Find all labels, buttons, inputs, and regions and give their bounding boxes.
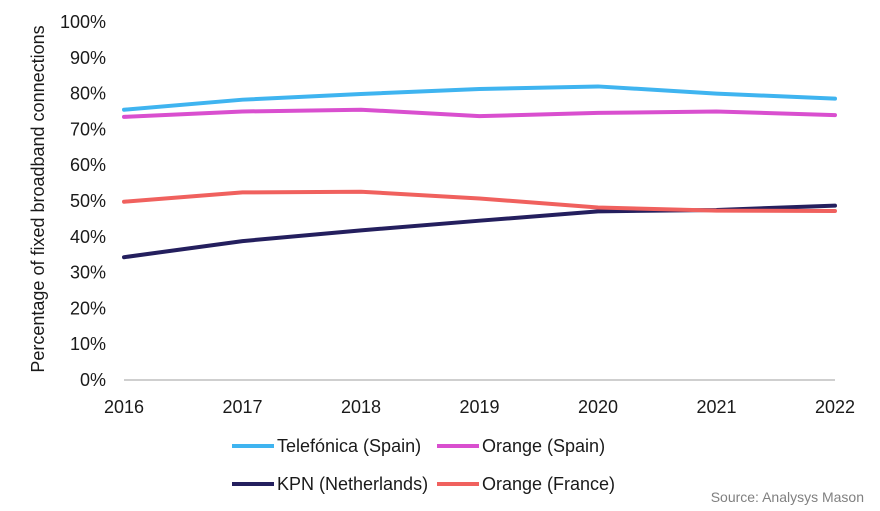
x-tick-label: 2016 [104,397,144,417]
source-note: Source: Analysys Mason [710,489,864,505]
legend-label: Orange (Spain) [482,436,605,456]
y-tick-label: 50% [70,191,106,211]
y-tick-label: 20% [70,298,106,318]
y-tick-label: 70% [70,119,106,139]
series-line-4 [122,189,837,214]
legend-item: Orange (Spain) [437,436,605,456]
legend-label: KPN (Netherlands) [277,474,428,494]
x-tick-label: 2021 [696,397,736,417]
legend-item: Telefónica (Spain) [232,436,421,456]
y-tick-label: 90% [70,48,106,68]
y-tick-label: 60% [70,155,106,175]
y-tick-label: 80% [70,84,106,104]
series-line-2 [122,107,837,119]
y-tick-label: 40% [70,227,106,247]
y-tick-label: 10% [70,334,106,354]
y-tick-label: 30% [70,263,106,283]
legend-label: Telefónica (Spain) [277,436,421,456]
x-tick-label: 2020 [578,397,618,417]
legend-item: Orange (France) [437,474,615,494]
legend-item: KPN (Netherlands) [232,474,428,494]
y-tick-label: 100% [60,12,106,32]
x-tick-label: 2018 [341,397,381,417]
x-tick-label: 2017 [222,397,262,417]
x-tick-label: 2019 [459,397,499,417]
x-tick-label: 2022 [815,397,855,417]
y-axis-title: Percentage of fixed broadband connection… [28,25,48,372]
y-tick-label: 0% [80,370,106,390]
series-line-3 [122,203,837,260]
legend-label: Orange (France) [482,474,615,494]
series-line-1 [122,84,837,112]
